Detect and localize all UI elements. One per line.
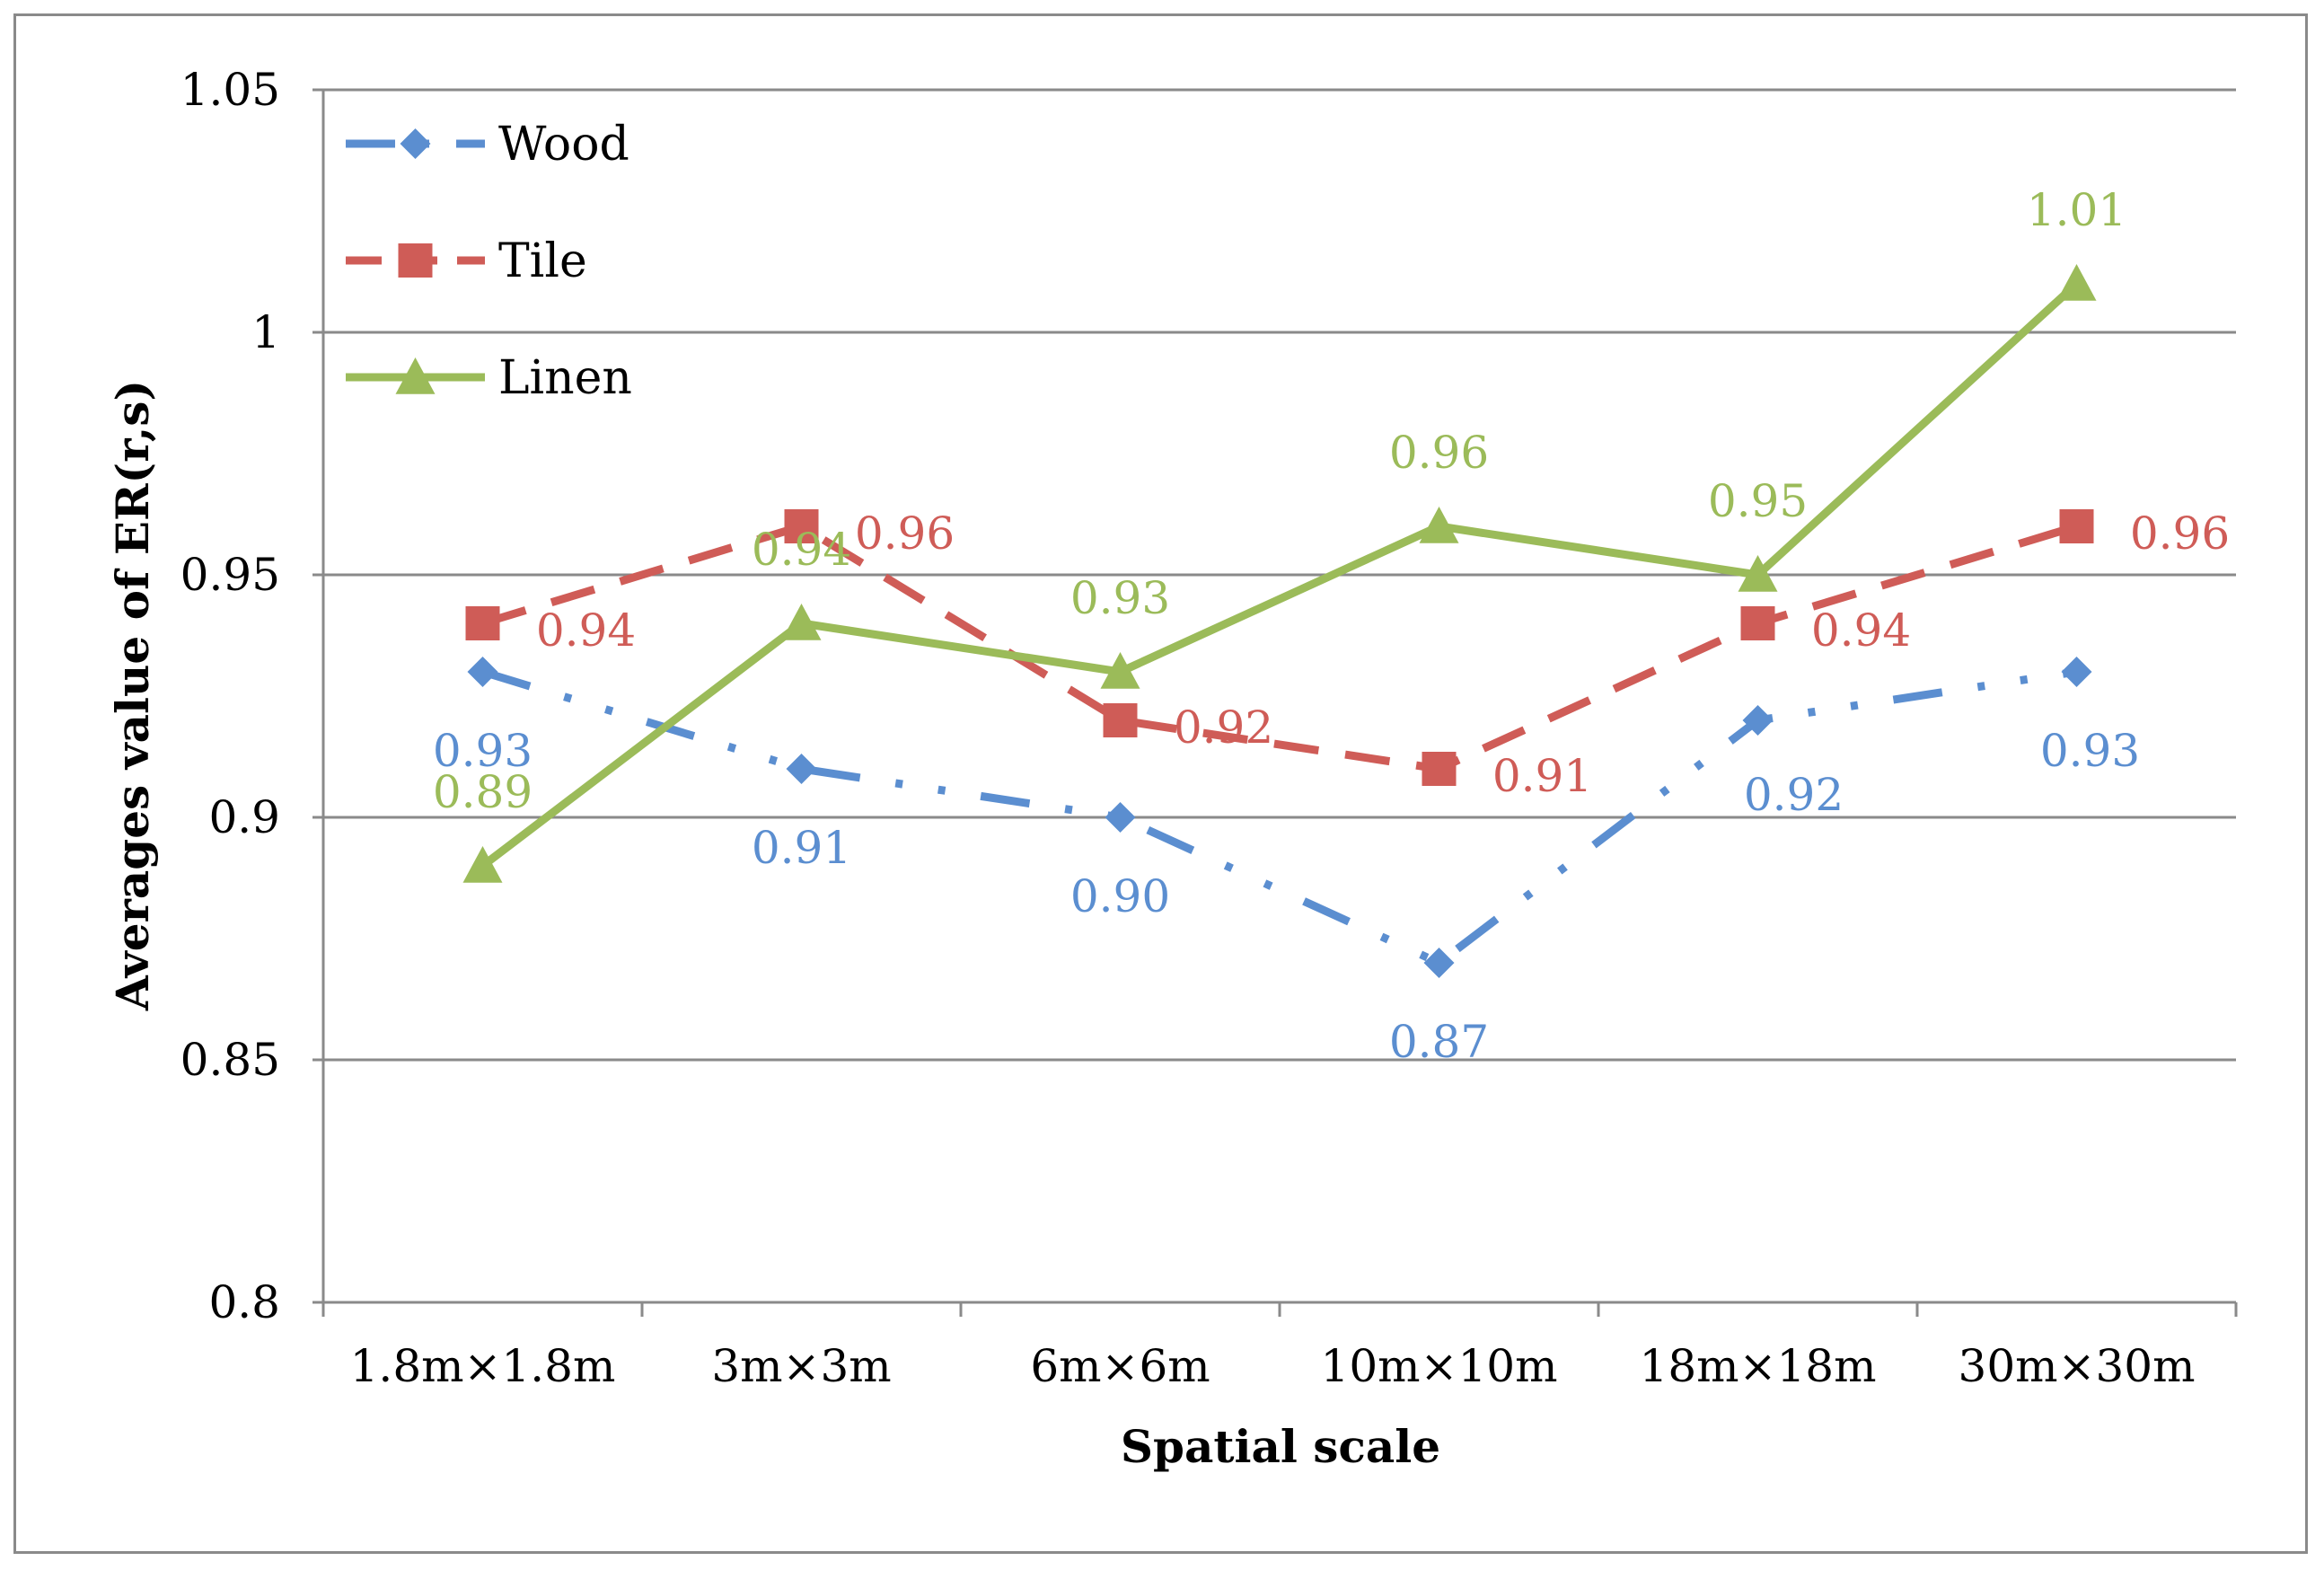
triangle-marker bbox=[462, 846, 503, 883]
data-label-wood: 0.93 bbox=[2040, 725, 2140, 777]
legend-entry-tile: Tile bbox=[346, 234, 587, 288]
x-axis-title: Spatial scale bbox=[1121, 1420, 1440, 1473]
square-marker bbox=[1103, 703, 1138, 737]
data-label-linen: 0.93 bbox=[1070, 572, 1170, 624]
gridlines bbox=[323, 88, 2236, 1062]
diamond-marker bbox=[1423, 948, 1455, 978]
diamond-marker bbox=[467, 657, 498, 687]
data-label-wood: 0.87 bbox=[1389, 1016, 1489, 1068]
data-label-tile: 0.91 bbox=[1492, 750, 1592, 802]
data-label-linen: 0.96 bbox=[1389, 427, 1489, 479]
data-label-wood: 0.92 bbox=[1744, 769, 1844, 821]
data-label-wood: 0.90 bbox=[1070, 870, 1170, 922]
triangle-marker bbox=[2056, 264, 2097, 301]
data-labels: 0.930.910.900.870.920.930.940.960.920.91… bbox=[433, 184, 2230, 1068]
legend-entry-wood: Wood bbox=[346, 118, 629, 172]
data-label-tile: 0.96 bbox=[855, 507, 955, 560]
data-label-tile: 0.96 bbox=[2130, 507, 2230, 560]
square-marker bbox=[1422, 752, 1457, 786]
square-marker bbox=[784, 509, 819, 543]
x-tick-label: 30m×30m bbox=[1959, 1340, 2196, 1392]
series-tile bbox=[465, 509, 2094, 786]
data-label-wood: 0.93 bbox=[433, 725, 533, 777]
x-tick-label: 18m×18m bbox=[1640, 1340, 1877, 1392]
legend: Wood Tile Linen bbox=[346, 118, 632, 405]
y-tick-label: 0.95 bbox=[180, 549, 280, 601]
series bbox=[462, 264, 2097, 978]
legend-entry-linen: Linen bbox=[346, 351, 632, 405]
x-tick-label: 1.8m×1.8m bbox=[350, 1340, 616, 1392]
y-tick-label: 0.9 bbox=[208, 791, 280, 843]
legend-label: Tile bbox=[498, 234, 587, 288]
diamond-marker bbox=[1742, 705, 1774, 736]
data-label-linen: 0.89 bbox=[433, 766, 533, 818]
series-linen bbox=[462, 264, 2097, 883]
axes: 0.8 0.85 0.9 0.95 1 1.05 1.8m×1.8m 3m×3m 6m×6m 10… bbox=[180, 64, 2238, 1392]
y-tick-label: 1 bbox=[251, 306, 280, 358]
data-label-tile: 0.94 bbox=[1811, 604, 1911, 657]
data-label-tile: 0.92 bbox=[1174, 701, 1273, 754]
triangle-marker bbox=[1738, 555, 1778, 592]
square-marker bbox=[398, 243, 433, 278]
diamond-marker bbox=[1105, 802, 1136, 833]
x-tick-label: 10m×10m bbox=[1321, 1340, 1558, 1392]
y-tick-label: 0.85 bbox=[180, 1034, 280, 1086]
series-wood bbox=[467, 657, 2092, 978]
legend-label: Linen bbox=[498, 351, 632, 405]
diamond-marker bbox=[400, 128, 431, 159]
data-label-wood: 0.91 bbox=[752, 822, 851, 874]
chart-frame bbox=[13, 13, 2308, 1554]
series-line-linen bbox=[480, 280, 2080, 869]
data-label-linen: 0.94 bbox=[752, 524, 851, 576]
triangle-marker bbox=[781, 604, 822, 640]
square-marker bbox=[465, 606, 500, 640]
square-marker bbox=[2059, 509, 2094, 543]
triangle-marker bbox=[1419, 507, 1459, 543]
x-tick-label: 3m×3m bbox=[711, 1340, 891, 1392]
triangle-marker bbox=[395, 357, 436, 394]
square-marker bbox=[1740, 606, 1775, 640]
y-axis-title: Averages value of ER(r,s) bbox=[106, 380, 159, 1011]
x-tick-label: 6m×6m bbox=[1030, 1340, 1210, 1392]
y-tick-label: 0.8 bbox=[208, 1276, 280, 1328]
y-tick-label: 1.05 bbox=[180, 64, 280, 116]
triangle-marker bbox=[1100, 652, 1140, 689]
data-label-linen: 0.95 bbox=[1708, 475, 1808, 527]
data-label-linen: 1.01 bbox=[2027, 184, 2126, 236]
series-line-wood bbox=[481, 667, 2078, 967]
data-label-tile: 0.94 bbox=[536, 604, 636, 657]
diamond-marker bbox=[786, 754, 817, 784]
diamond-marker bbox=[2061, 657, 2092, 687]
legend-label: Wood bbox=[498, 118, 629, 172]
series-line-tile bbox=[481, 522, 2078, 773]
